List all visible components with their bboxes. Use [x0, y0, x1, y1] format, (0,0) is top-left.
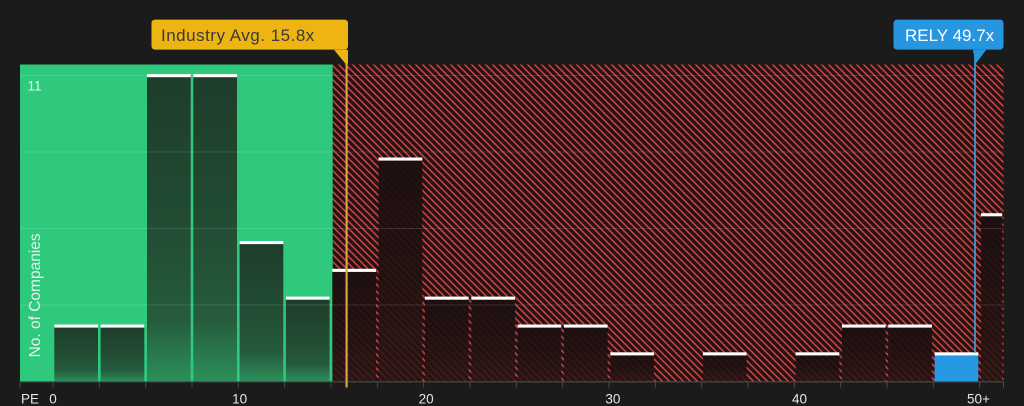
- svg-text:0: 0: [49, 392, 57, 406]
- svg-text:40: 40: [792, 392, 807, 406]
- svg-text:Industry Avg. 15.8x: Industry Avg. 15.8x: [161, 26, 315, 45]
- svg-text:10: 10: [232, 392, 247, 406]
- svg-text:30: 30: [605, 392, 620, 406]
- svg-text:RELY 49.7x: RELY 49.7x: [905, 26, 995, 45]
- svg-text:50+: 50+: [967, 392, 990, 406]
- svg-text:No. of Companies: No. of Companies: [27, 233, 44, 357]
- svg-text:PE: PE: [21, 392, 39, 406]
- svg-text:20: 20: [419, 392, 434, 406]
- svg-text:11: 11: [28, 79, 42, 94]
